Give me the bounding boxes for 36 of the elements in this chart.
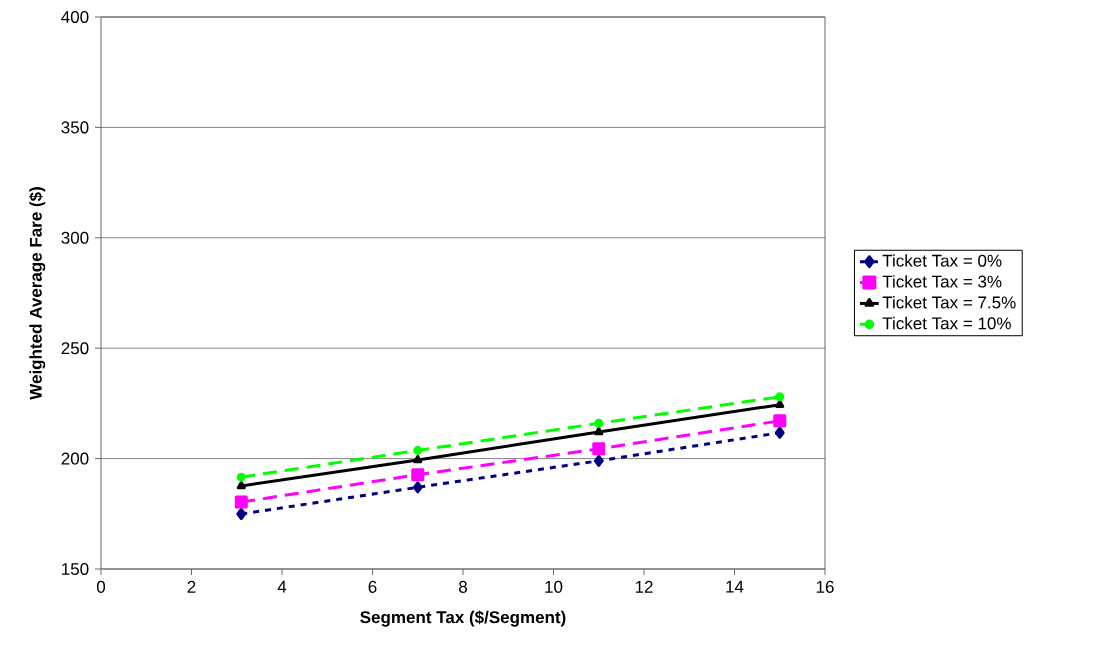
legend-label: Ticket Tax = 3% [882,275,1002,288]
point [236,508,247,521]
x-tick-label: 10 [545,580,563,593]
x-tick-label: 2 [187,580,196,593]
x-axis-title: Segment Tax ($/Segment) [360,610,566,627]
x-tick-label: 8 [459,580,467,593]
point [413,454,423,464]
x-tick-label: 14 [726,580,744,593]
point [775,392,785,402]
point [411,468,425,482]
x-tick-label: 6 [368,580,377,593]
y-tick-label: 400 [61,10,89,24]
y-tick-label: 200 [61,452,89,465]
x-tick-label: 4 [277,580,287,593]
point [413,445,423,455]
x-tick-label: 16 [816,580,834,593]
point [774,426,785,439]
point [236,480,246,490]
y-tick-label: 350 [61,121,89,134]
x-tick-label: 0 [96,580,106,593]
point [412,481,423,494]
point [594,418,604,428]
y-axis-title: Weighted Average Fare ($) [29,187,46,400]
point [234,495,248,509]
legend-label: Ticket Tax = 10% [882,316,1011,330]
y-tick-label: 250 [61,342,89,355]
legend-label: Ticket Tax = 0% [882,254,1002,267]
point [236,472,246,482]
x-tick-label: 12 [635,580,653,593]
point [773,414,787,428]
y-tick-label: 150 [62,562,89,576]
point [593,454,604,467]
y-tick-label: 300 [61,231,89,244]
point [594,427,604,436]
point [592,442,606,456]
legend-label: Ticket Tax = 7.5% [882,296,1016,309]
